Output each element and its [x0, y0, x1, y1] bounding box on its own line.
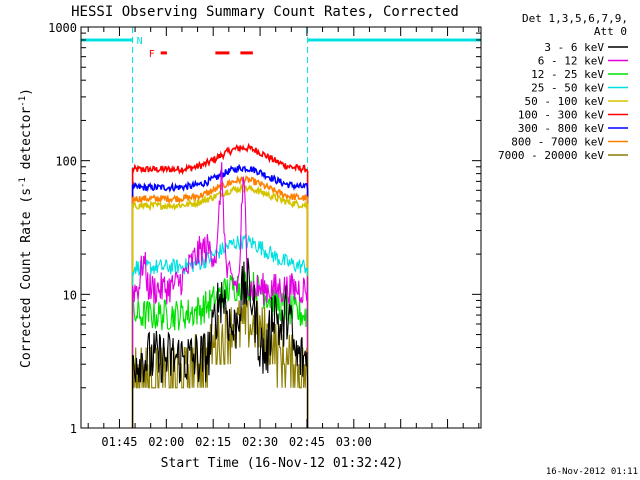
series-line-8	[131, 175, 309, 428]
legend-header: Att 0	[594, 25, 627, 38]
x-tick-label: 02:15	[195, 435, 231, 449]
y-tick-label: 100	[55, 155, 77, 169]
y-tick-label: 1000	[48, 21, 77, 35]
chart-title: HESSI Observing Summary Count Rates, Cor…	[71, 4, 459, 20]
plot-area: NF	[81, 27, 481, 428]
footer-timestamp: 16-Nov-2012 01:11	[546, 467, 638, 477]
legend-header: Det 1,3,5,6,7,9,	[522, 12, 628, 25]
plot-frame	[80, 26, 482, 429]
series-line-6	[131, 142, 309, 428]
legend-label: 800 - 7000 keV	[511, 136, 604, 149]
legend-label: 300 - 800 keV	[518, 122, 604, 135]
y-tick-label: 1	[70, 422, 77, 436]
legend-label: 7000 - 20000 keV	[498, 149, 604, 162]
axes: 1 10 100 1000 01:45 02:00 02:15 02:30 02:45 03:00	[48, 21, 481, 449]
x-axis-label: Start Time (16-Nov-12 01:32:42)	[161, 456, 404, 471]
x-tick-label: 02:30	[242, 435, 278, 449]
night-label: N	[137, 36, 143, 47]
legend-label: 12 - 25 keV	[531, 68, 604, 81]
legend-label: 6 - 12 keV	[538, 55, 605, 68]
x-tick-label: 03:00	[336, 435, 372, 449]
x-tick-label: 02:45	[289, 435, 325, 449]
legend-label: 50 - 100 keV	[525, 95, 605, 108]
legend-label: 100 - 300 keV	[518, 109, 604, 122]
series-line-4	[132, 233, 309, 428]
series-line-2	[132, 162, 309, 428]
y-tick-label: 10	[63, 288, 77, 302]
series-line-1	[132, 257, 309, 428]
legend-label: 25 - 50 keV	[531, 82, 604, 95]
series-line-7	[131, 163, 309, 428]
flare-label: F	[149, 49, 155, 60]
x-tick-label: 01:45	[101, 435, 137, 449]
legend-label: 3 - 6 keV	[544, 41, 604, 54]
x-tick-label: 02:00	[148, 435, 184, 449]
y-axis-label: Corrected Count Rate (s-1 detector-1)	[18, 88, 34, 368]
